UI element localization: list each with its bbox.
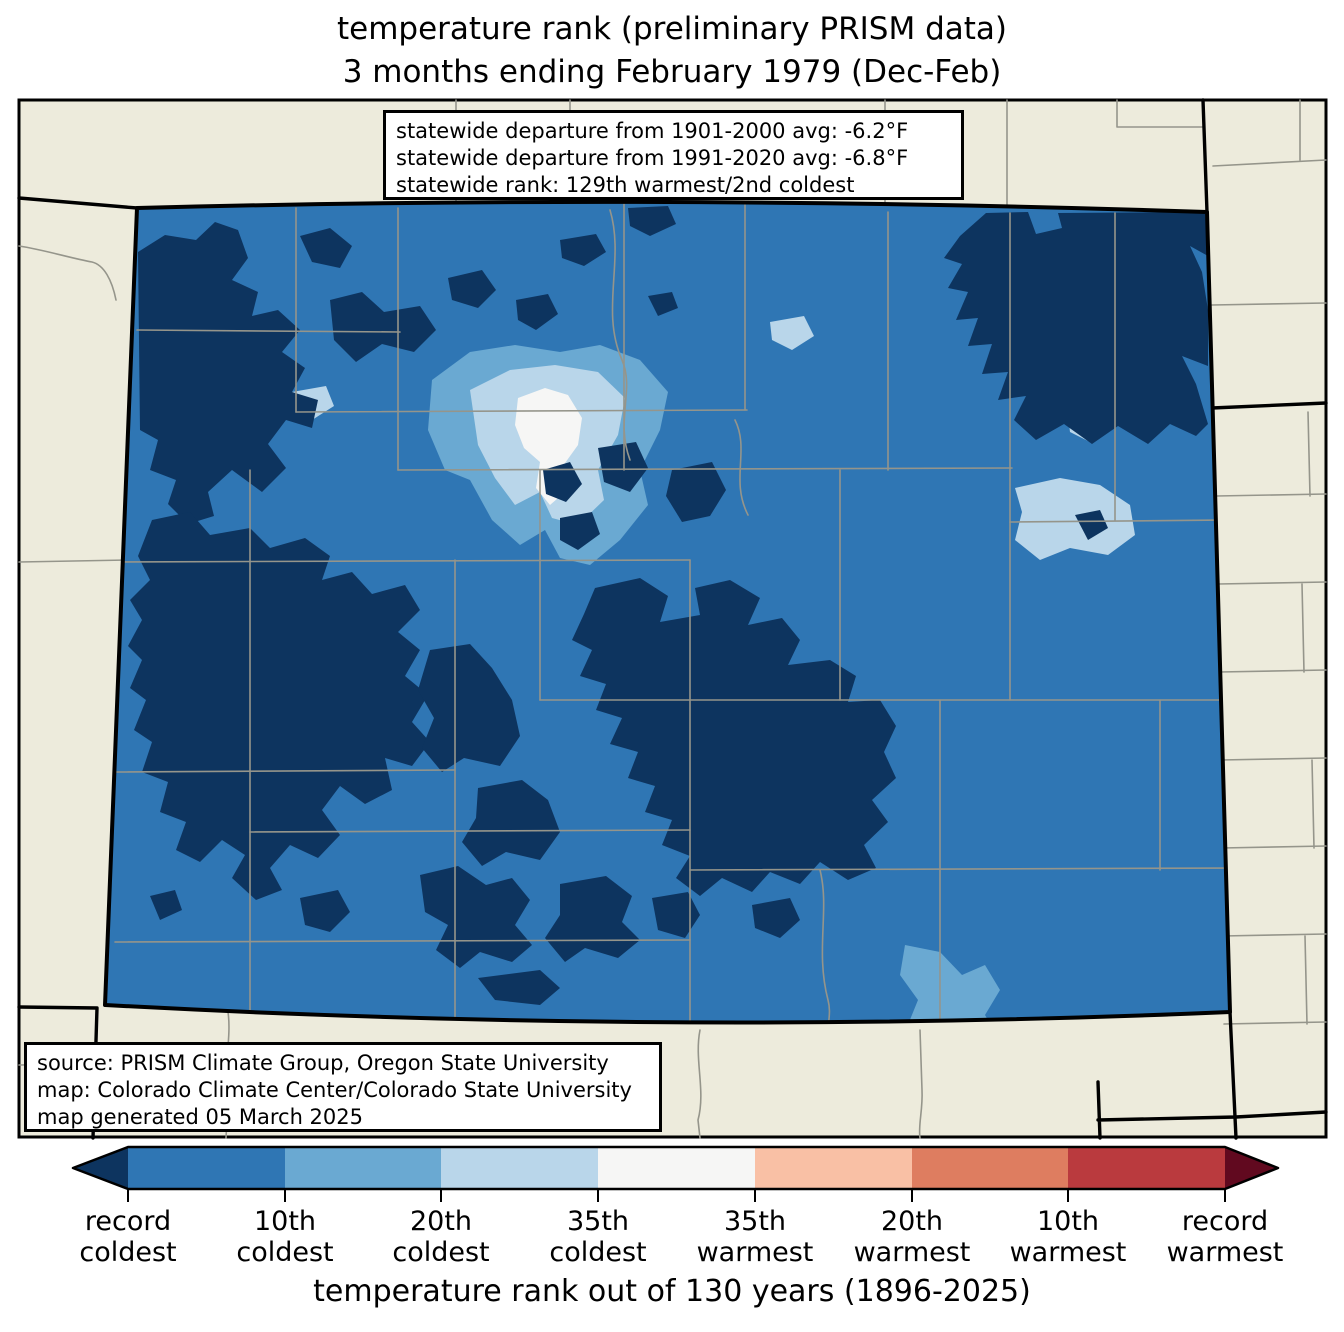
colorbar-arrow-record-warmest [1225, 1147, 1278, 1189]
colorbar-segment-6 [912, 1147, 1068, 1189]
colorado-county-lines [109, 203, 1230, 1023]
page-title: temperature rank (preliminary PRISM data… [0, 8, 1344, 94]
page-title-line1: temperature rank (preliminary PRISM data… [336, 11, 1007, 47]
colorbar-label-10th-warmest: 10th warmest [1009, 1206, 1127, 1268]
colorbar-label-20th-warmest: 20th warmest [853, 1206, 971, 1268]
colorbar-segment-5 [755, 1147, 912, 1189]
source-attribution-box: source: PRISM Climate Group, Oregon Stat… [24, 1042, 662, 1132]
source-line: source: PRISM Climate Group, Oregon Stat… [37, 1051, 609, 1075]
rank-near-record-core [515, 388, 582, 505]
colorbar-segment-7 [1068, 1147, 1225, 1189]
colorbar-label-20th-coldest: 20th coldest [392, 1206, 490, 1268]
colorbar-segment-3 [441, 1147, 598, 1189]
colorbar-caption: temperature rank out of 130 years (1896-… [313, 1274, 1031, 1309]
colorbar-arrow-record-coldest [73, 1147, 128, 1189]
colorbar-label-record-coldest: record coldest [79, 1206, 177, 1268]
colorado-state-fill [105, 201, 1230, 1023]
map-credit-line: map: Colorado Climate Center/Colorado St… [37, 1078, 632, 1102]
colorbar-segment-2 [285, 1147, 441, 1189]
stats-statewide-rank: statewide rank: 129th warmest/2nd coldes… [396, 173, 855, 197]
colorbar-segment-4 [598, 1147, 755, 1189]
colorbar-label-10th-coldest: 10th coldest [236, 1206, 334, 1268]
stats-departure-1991-2020: statewide departure from 1991-2020 avg: … [396, 146, 909, 170]
map-generated-line: map generated 05 March 2025 [37, 1105, 364, 1129]
colorbar [71, 1145, 1280, 1202]
page-title-line2: 3 months ending February 1979 (Dec-Feb) [342, 54, 1002, 90]
colorbar-segment-1 [128, 1147, 285, 1189]
stats-departure-1901-2000: statewide departure from 1901-2000 avg: … [396, 119, 909, 143]
colorbar-label-35th-coldest: 35th coldest [549, 1206, 647, 1268]
colorado-state-border [103, 199, 1232, 1025]
colorbar-label-35th-warmest: 35th warmest [696, 1206, 814, 1268]
colorbar-ticks [127, 1189, 1226, 1202]
statewide-stats-box: statewide departure from 1901-2000 avg: … [383, 110, 964, 200]
colorbar-label-record-warmest: record warmest [1166, 1206, 1284, 1268]
